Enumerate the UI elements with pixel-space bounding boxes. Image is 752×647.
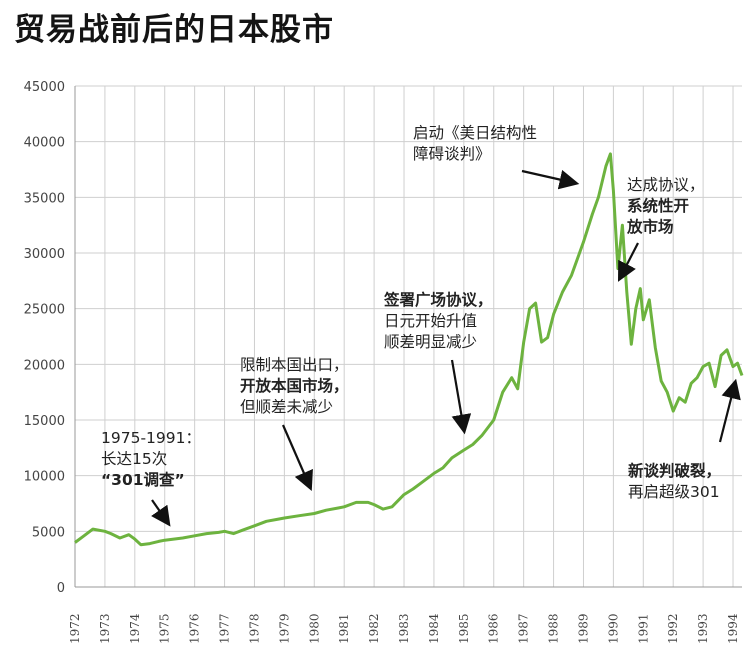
- x-tick-label: 1987: [517, 613, 531, 644]
- x-tick-label: 1993: [696, 613, 710, 644]
- y-tick-label: 40000: [24, 136, 65, 151]
- x-tick-label: 1981: [337, 613, 351, 644]
- arrow-agreement: [617, 242, 639, 282]
- y-tick-label: 15000: [24, 414, 65, 429]
- annotation-agreement: 达成协议， 系统性开 放市场: [627, 176, 705, 236]
- y-tick-label: 25000: [24, 303, 65, 318]
- y-tick-label: 0: [57, 581, 65, 596]
- x-tick-label: 1982: [367, 613, 381, 644]
- annotation-301-investigations: 1975-1991： 长达15次 “301调查”: [101, 429, 201, 489]
- x-tick-label: 1978: [247, 613, 261, 644]
- x-tick-label: 1972: [68, 613, 82, 644]
- x-tick-label: 1979: [277, 613, 291, 644]
- x-tick-label: 1973: [98, 613, 112, 644]
- x-axis-ticks: 1972 1973 1974 1975 1976 1977 1978 1979 1980 1981…: [68, 613, 740, 644]
- x-tick-label: 1990: [606, 613, 620, 644]
- series-line-nikkei: [74, 152, 744, 547]
- grid-lines: [74, 85, 742, 588]
- annotation-talks-collapse: 新谈判破裂， 再启超级301: [628, 462, 722, 501]
- x-tick-label: 1986: [487, 613, 501, 644]
- y-tick-label: 35000: [24, 191, 65, 206]
- annotation-arrows: [151, 169, 741, 527]
- x-tick-label: 1980: [307, 613, 321, 644]
- x-tick-label: 1989: [576, 613, 590, 644]
- annotation-plaza-accord: 签署广场协议， 日元开始升值 顺差明显减少: [384, 291, 493, 351]
- x-tick-label: 1984: [427, 613, 441, 644]
- y-tick-label: 45000: [24, 80, 65, 95]
- x-tick-label: 1974: [128, 613, 142, 644]
- annotation-structural-talks: 启动《美日结构性 障碍谈判》: [413, 124, 538, 163]
- x-tick-label: 1991: [636, 613, 650, 644]
- y-tick-label: 5000: [32, 525, 65, 540]
- x-tick-label: 1985: [457, 613, 471, 644]
- x-tick-label: 1977: [218, 613, 232, 644]
- page-title: 贸易战前后的日本股市: [14, 12, 334, 48]
- x-tick-label: 1975: [158, 613, 172, 644]
- arrow-301: [151, 499, 171, 527]
- arrow-export: [281, 424, 313, 492]
- arrow-plaza: [450, 359, 472, 435]
- x-tick-label: 1983: [397, 613, 411, 644]
- arrow-structural: [521, 169, 580, 190]
- y-axis-ticks: 0 5000 10000 15000 20000 25000 30000 35000 40000…: [24, 80, 65, 596]
- y-tick-label: 20000: [24, 358, 65, 373]
- x-tick-label: 1976: [188, 613, 202, 644]
- y-tick-label: 10000: [24, 470, 65, 485]
- x-tick-label: 1988: [547, 613, 561, 644]
- x-tick-label: 1994: [726, 613, 740, 644]
- arrow-super301: [718, 378, 741, 443]
- y-tick-label: 30000: [24, 247, 65, 262]
- annotation-restrict-exports: 限制本国出口， 开放本国市场， 但顺差未减少: [240, 356, 349, 416]
- x-tick-label: 1992: [666, 613, 680, 644]
